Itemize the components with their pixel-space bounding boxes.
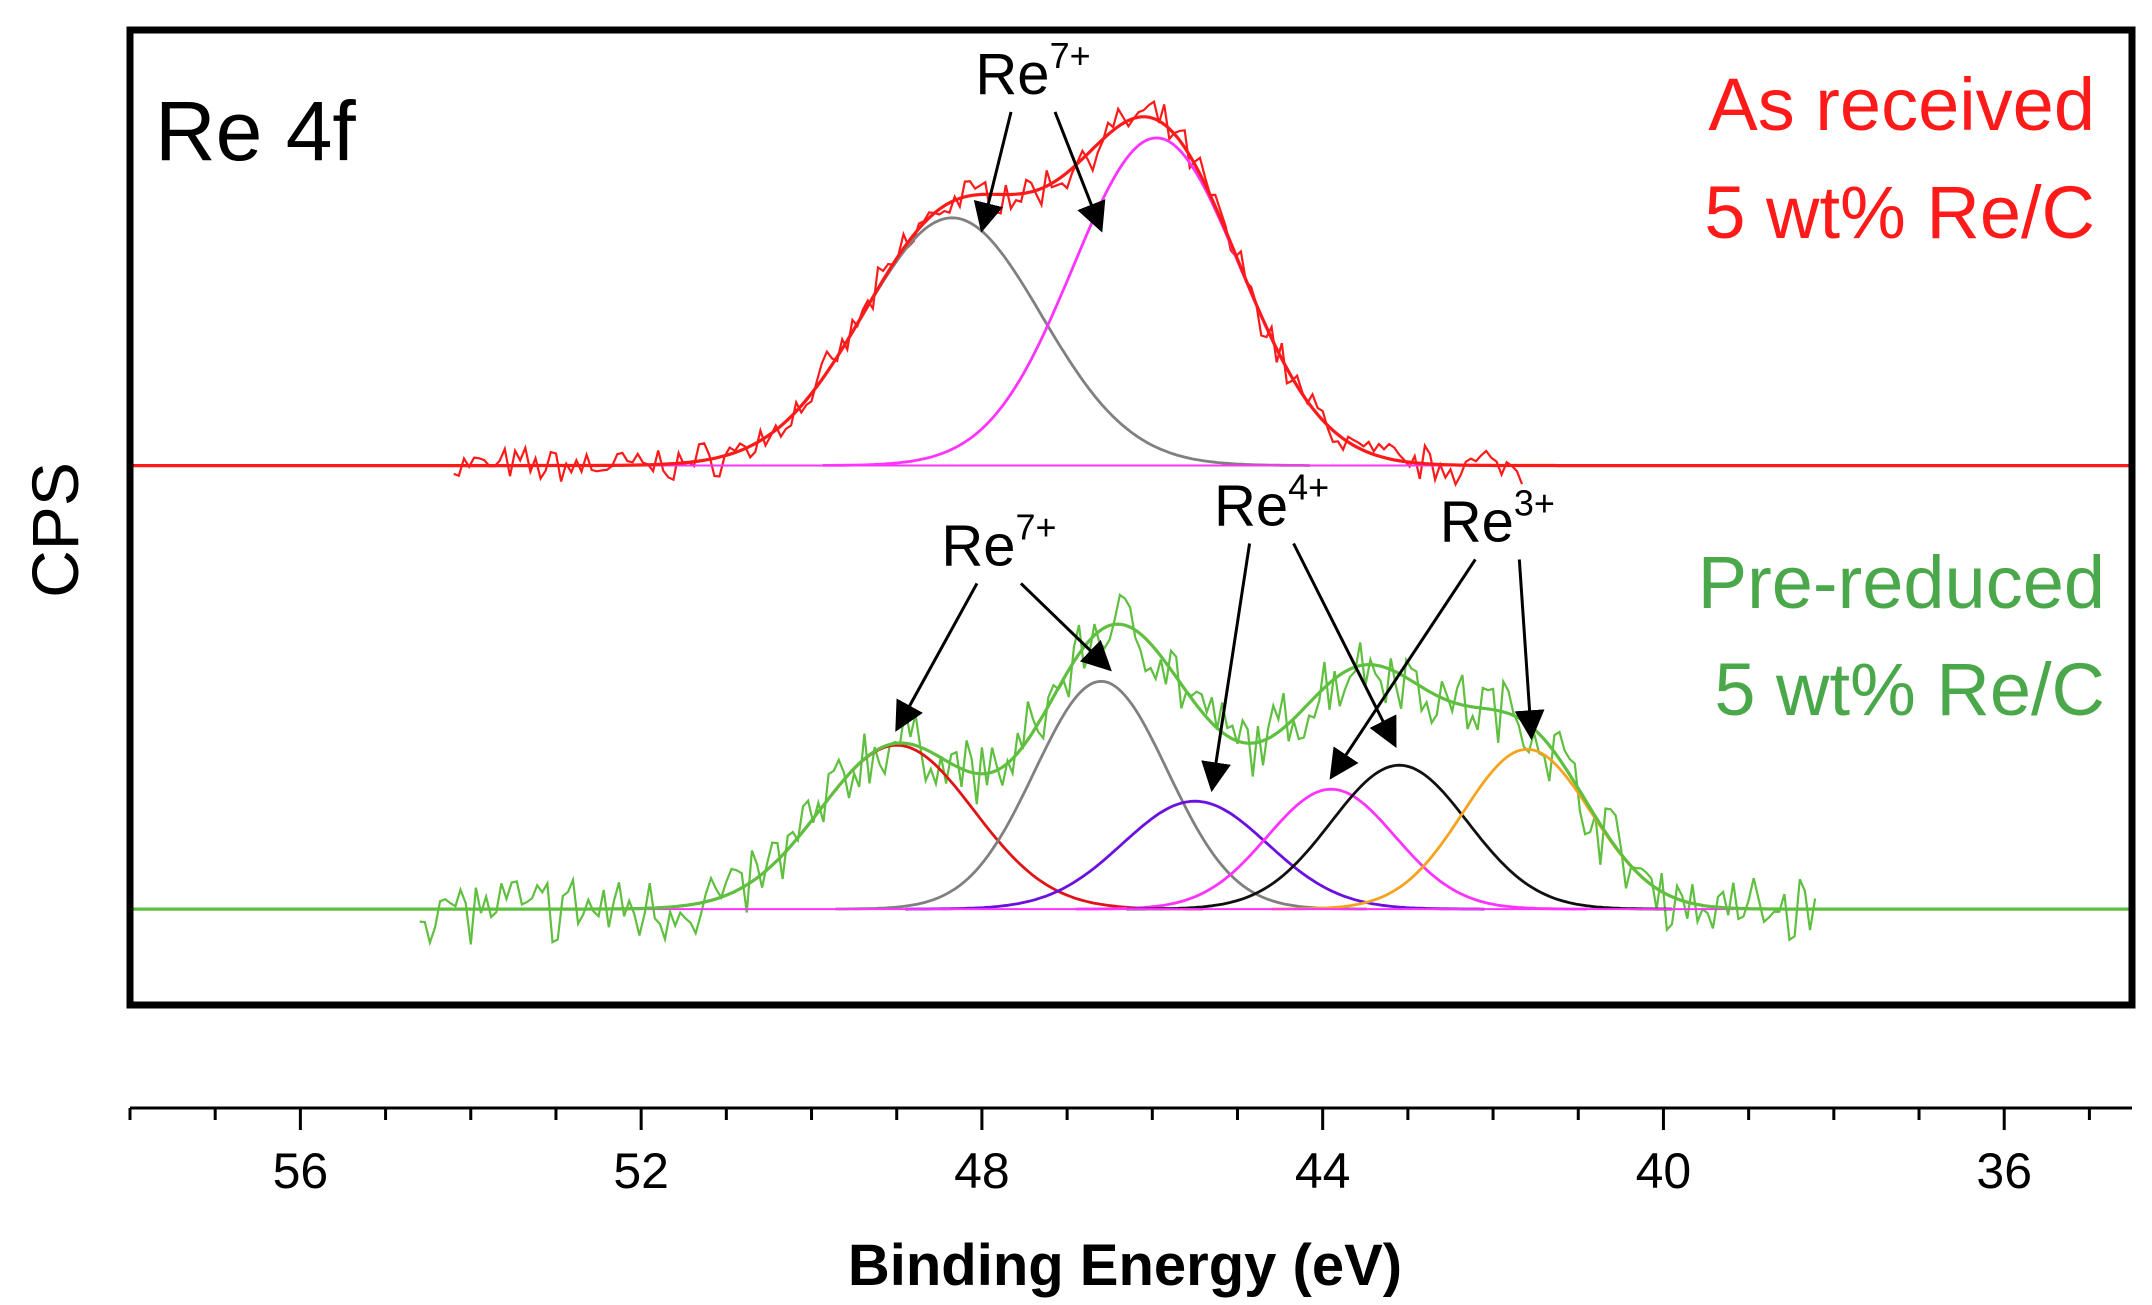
peak-label-1-0: Re7+ bbox=[941, 506, 1056, 578]
peak-label-1-1: Re4+ bbox=[1214, 466, 1329, 538]
peak-annotations: Re7+ Re7+ Re4+ Re3+ bbox=[895, 35, 1555, 793]
peak-arrow-1-1-0 bbox=[1201, 543, 1252, 793]
sample-label-pre-reduced-line1: Pre-reduced bbox=[1698, 541, 2105, 624]
spectra-traces bbox=[130, 99, 2132, 947]
x-tick-label: 52 bbox=[613, 1143, 669, 1199]
x-axis-title: Binding Energy (eV) bbox=[848, 1233, 1402, 1298]
sample-label-as-received-line1: As received bbox=[1708, 63, 2095, 146]
peak-arrow-1-0-1 bbox=[1019, 582, 1112, 672]
sample-label-pre-reduced-line2: 5 wt% Re/C bbox=[1714, 648, 2105, 731]
plot-frame bbox=[126, 26, 2136, 1009]
peak-label-1-2: Re3+ bbox=[1440, 482, 1555, 554]
x-tick-label: 40 bbox=[1636, 1143, 1692, 1199]
x-tick-label: 36 bbox=[1976, 1143, 2032, 1199]
panel-label: Re 4f bbox=[155, 84, 356, 178]
component-peak-pre-reduced-2 bbox=[905, 799, 1485, 911]
peak-arrow-1-2-1 bbox=[1514, 559, 1545, 741]
peak-arrow-1-1-1 bbox=[1292, 542, 1397, 748]
component-peak-pre-reduced-1 bbox=[835, 679, 1367, 911]
peak-arrow-1-2-0 bbox=[1329, 558, 1477, 780]
x-tick-label: 44 bbox=[1295, 1143, 1351, 1199]
raw-data-line-pre-reduced bbox=[419, 593, 1817, 947]
x-axis: 56 52 48 44 40 36 bbox=[128, 1106, 2132, 1199]
raw-data-line-as-received bbox=[453, 99, 1524, 488]
peak-label-0-0: Re7+ bbox=[975, 35, 1090, 107]
peak-arrow-0-0-1 bbox=[1053, 111, 1106, 233]
component-peak-pre-reduced-0 bbox=[590, 743, 1204, 911]
component-peak-as-received-0 bbox=[594, 216, 1310, 467]
sample-label-as-received-line2: 5 wt% Re/C bbox=[1704, 171, 2095, 254]
component-peak-pre-reduced-4 bbox=[1126, 763, 1673, 911]
peak-arrow-1-0-0 bbox=[895, 582, 979, 732]
fit-envelope-pre-reduced bbox=[130, 622, 2131, 911]
x-tick-label: 56 bbox=[273, 1143, 329, 1199]
fit-envelope-as-received bbox=[130, 115, 2131, 468]
component-peak-pre-reduced-3 bbox=[1075, 787, 1587, 911]
component-peak-as-received-1 bbox=[822, 136, 1491, 467]
peak-arrow-0-0-0 bbox=[973, 111, 1013, 233]
y-axis-title: CPS bbox=[18, 462, 92, 598]
x-tick-label: 48 bbox=[954, 1143, 1010, 1199]
x-ticks: 56 52 48 44 40 36 bbox=[128, 1108, 2091, 1199]
